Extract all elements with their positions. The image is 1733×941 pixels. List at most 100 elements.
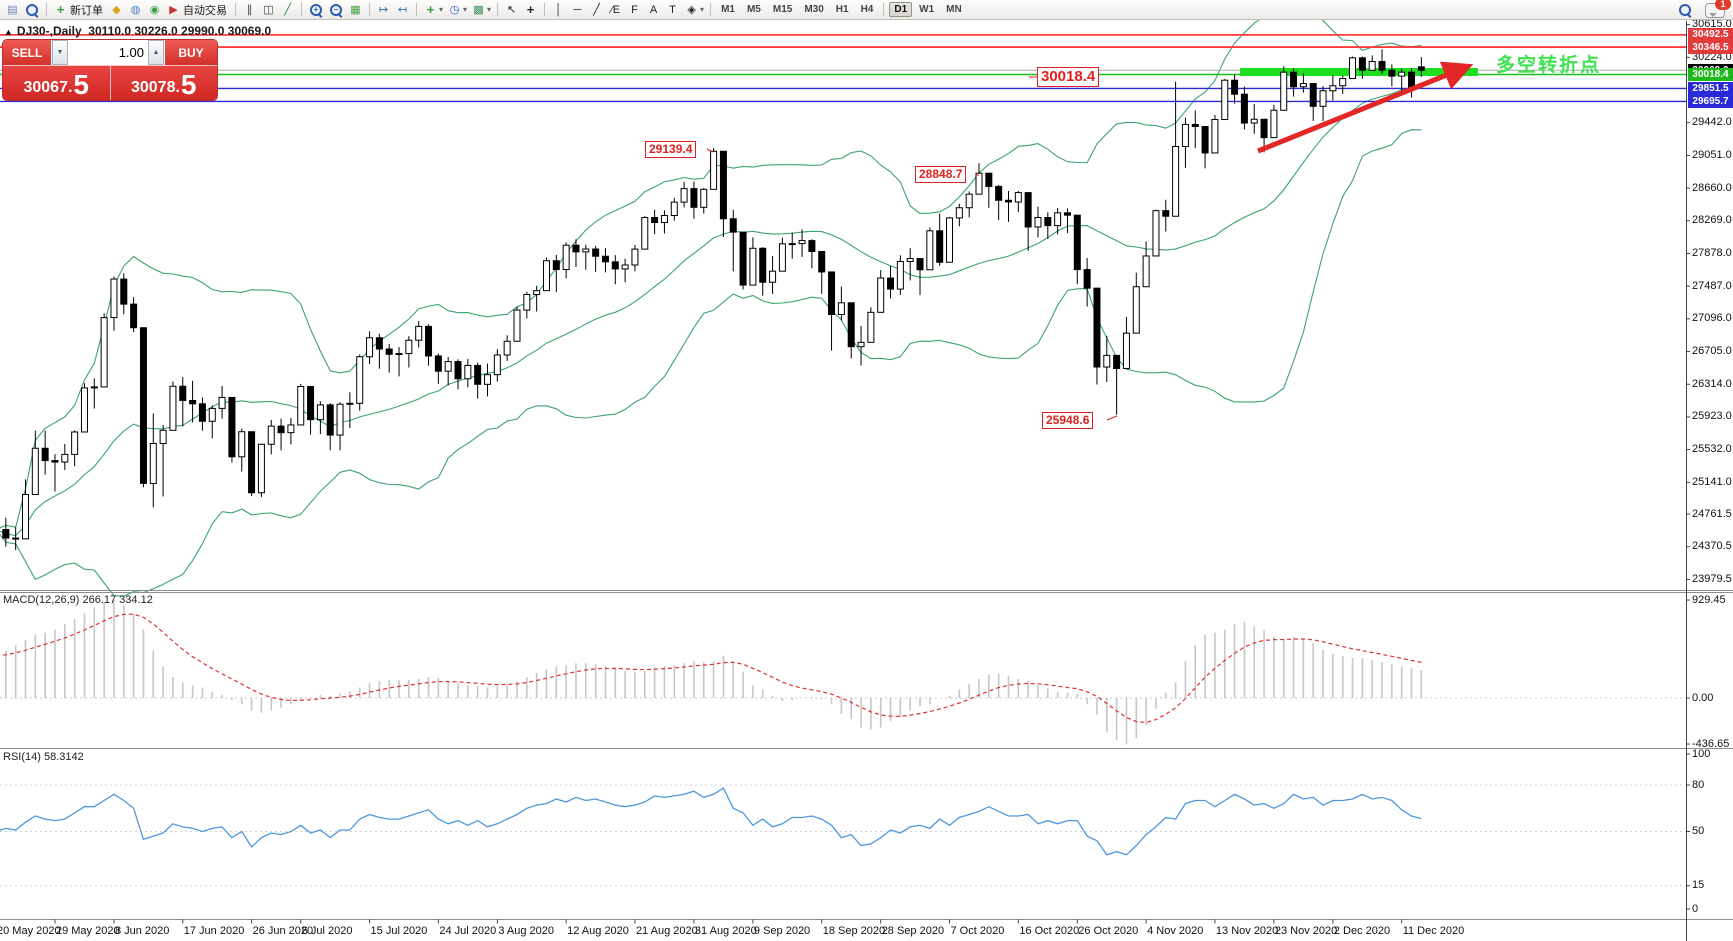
new-order-label[interactable]: 新订单 xyxy=(70,4,103,17)
volume-input[interactable] xyxy=(68,40,148,65)
price-axis-tick: 25923.0 xyxy=(1692,410,1732,423)
volume-decrease-button[interactable]: ▼ xyxy=(52,40,68,65)
text-icon[interactable]: A xyxy=(649,3,658,16)
candlestick-chart-icon[interactable]: ◫ xyxy=(263,3,274,16)
horizontal-line-icon[interactable]: ─ xyxy=(573,3,582,16)
price-axis-badge: 29695.7 xyxy=(1688,94,1733,108)
price-axis-tick: 25532.0 xyxy=(1692,443,1732,456)
signals-icon[interactable]: ◉ xyxy=(149,3,160,16)
chart-ohlc-values: 30110.0 30226.0 29990.0 30069.0 xyxy=(88,24,272,38)
autotrade-label[interactable]: 自动交易 xyxy=(183,4,227,17)
date-axis-label: 2 Dec 2020 xyxy=(1333,925,1391,937)
date-axis-label: 23 Nov 2020 xyxy=(1274,925,1338,937)
crosshair-icon[interactable]: + xyxy=(526,1,535,17)
data-window-icon[interactable] xyxy=(24,2,40,18)
buy-price-pip: 5 xyxy=(180,69,197,100)
chart-window-icon[interactable]: ▤ xyxy=(7,3,18,16)
date-axis-label: 29 May 2020 xyxy=(55,925,120,937)
template-icon[interactable]: ▩ xyxy=(473,3,484,16)
timeframe-m30-button[interactable]: M30 xyxy=(804,4,824,15)
trendline-icon[interactable]: ╱ xyxy=(593,3,600,16)
timeframe-mn-button[interactable]: MN xyxy=(946,4,962,15)
rsi-axis-tick: 50 xyxy=(1692,825,1705,837)
toolbar-separator xyxy=(235,3,236,16)
buy-price[interactable]: 30078. 5 xyxy=(110,66,217,100)
macd-axis-tick: -436.65 xyxy=(1692,737,1730,750)
timeframe-m15-button[interactable]: M15 xyxy=(772,4,793,15)
timeframe-m5-button[interactable]: M5 xyxy=(746,4,761,15)
clock-icon[interactable]: ◷ xyxy=(449,3,460,16)
price-axis-tick: 26314.0 xyxy=(1692,377,1732,390)
macd-indicator-label: MACD(12,26,9) 266.17 334.12 xyxy=(3,594,153,606)
search-icon[interactable] xyxy=(1677,2,1693,18)
tile-windows-icon[interactable]: ▦ xyxy=(350,3,361,16)
cursor-icon[interactable]: ↖ xyxy=(506,3,517,16)
bar-chart-icon[interactable]: ∥ xyxy=(246,3,253,16)
price-axis-tick: 26705.0 xyxy=(1692,345,1732,358)
price-axis-tick: 29442.0 xyxy=(1692,116,1732,129)
new-order-icon[interactable]: + xyxy=(56,1,65,17)
buy-price-main: 30078. xyxy=(130,79,180,96)
timeframe-buttons: M1 M5 M15 M30 H1 H4 D1 W1 MN xyxy=(715,2,968,17)
zoom-in-icon[interactable]: + xyxy=(308,2,324,18)
price-axis-tick: 29051.0 xyxy=(1692,148,1732,161)
price-axis-tick: 24761.5 xyxy=(1692,507,1732,520)
price-annotation-label: 30018.4 xyxy=(1037,67,1100,87)
toolbar-separator xyxy=(544,3,546,16)
price-axis-tick: 23979.5 xyxy=(1692,572,1732,585)
chat-icon[interactable]: 1 xyxy=(1705,0,1731,18)
toolbar-separator xyxy=(46,3,47,16)
sell-price-main: 30067. xyxy=(23,79,73,96)
toolbar-separator xyxy=(497,3,499,16)
vertical-line-icon[interactable]: │ xyxy=(555,3,562,16)
date-axis-label: 18 Sep 2020 xyxy=(822,925,886,937)
sell-price[interactable]: 30067. 5 xyxy=(3,66,111,100)
date-axis-label: 7 Oct 2020 xyxy=(950,925,1005,937)
buy-button[interactable]: BUY xyxy=(165,40,217,65)
sell-button[interactable]: SELL xyxy=(3,40,51,65)
add-indicator-icon[interactable]: + xyxy=(426,1,435,17)
dropdown-caret-icon[interactable]: ▾ xyxy=(487,5,492,14)
price-axis-tick: 28660.0 xyxy=(1692,181,1732,194)
line-chart-icon[interactable]: ╱ xyxy=(284,3,291,16)
timeframe-m1-button[interactable]: M1 xyxy=(721,4,735,15)
date-axis-label: 6 Jul 2020 xyxy=(301,925,353,937)
channel-icon[interactable]: ⁄E xyxy=(610,3,621,16)
styles-bucket-icon[interactable]: ◆ xyxy=(112,3,121,16)
date-axis-label: 17 Jun 2020 xyxy=(183,925,245,937)
arrows-icon[interactable]: ◈ xyxy=(687,3,696,16)
date-axis-label: 31 Aug 2020 xyxy=(694,925,757,937)
dropdown-caret-icon[interactable]: ▾ xyxy=(439,5,444,14)
date-axis-label: 4 Nov 2020 xyxy=(1147,925,1204,937)
label-icon[interactable]: T xyxy=(669,3,676,16)
dropdown-caret-icon[interactable]: ▾ xyxy=(463,5,468,14)
volume-increase-button[interactable]: ▲ xyxy=(148,40,164,65)
price-axis-badge: 30018.4 xyxy=(1688,68,1733,81)
zoom-out-icon[interactable]: − xyxy=(328,2,344,18)
macd-axis-tick: 0.00 xyxy=(1692,691,1714,704)
timeframe-w1-button[interactable]: W1 xyxy=(919,4,935,15)
timeframe-h1-button[interactable]: H1 xyxy=(835,4,849,15)
collapse-triangle-icon[interactable]: ▲ xyxy=(4,27,13,37)
timeframe-h4-button[interactable]: H4 xyxy=(860,4,874,15)
auto-scroll-icon[interactable]: ↦ xyxy=(378,3,389,16)
autotrade-icon[interactable]: ▶ xyxy=(169,3,178,16)
dropdown-caret-icon[interactable]: ▾ xyxy=(700,5,705,14)
indicators-list-icon[interactable]: ◍ xyxy=(130,3,141,16)
rsi-axis-tick: 100 xyxy=(1692,747,1711,760)
price-annotation-label: 25948.6 xyxy=(1042,412,1094,429)
date-axis-label: 26 Jun 2020 xyxy=(252,925,314,937)
date-axis-label: 13 Nov 2020 xyxy=(1215,925,1279,937)
price-axis-tick: 30224.0 xyxy=(1692,50,1732,63)
price-axis-tick: 30615.0 xyxy=(1692,18,1732,31)
macd-axis-tick: 929.45 xyxy=(1692,593,1726,606)
timeframe-d1-button[interactable]: D1 xyxy=(889,2,913,17)
toolbar-separator xyxy=(416,3,417,16)
price-axis-badge: 29851.5 xyxy=(1688,81,1733,95)
date-axis-label: 15 Jul 2020 xyxy=(370,925,428,937)
chart-shift-icon[interactable]: ↤ xyxy=(397,3,408,16)
fibonacci-icon[interactable]: F xyxy=(631,3,638,16)
toolbar-separator xyxy=(301,3,302,16)
